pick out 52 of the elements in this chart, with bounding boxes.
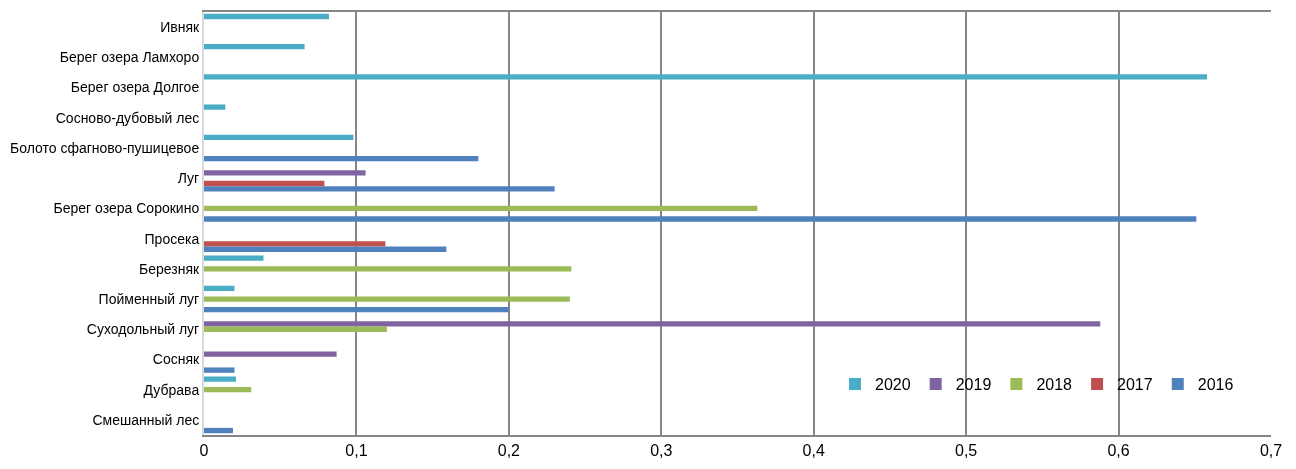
y-tick-label: Болото сфагново-пушицевое (10, 139, 200, 156)
legend-label: 2018 (1036, 376, 1073, 394)
x-tick-label: 0,4 (802, 442, 825, 460)
bar (204, 387, 252, 393)
bar (204, 74, 1207, 80)
y-tick-label: Березняк (139, 260, 201, 277)
x-tick-label: 0,7 (1259, 442, 1283, 460)
bar (204, 266, 572, 272)
y-tick-label: Берег озера Долгое (70, 79, 200, 96)
y-tick-label: Берег озера Сорокино (53, 200, 200, 217)
bar (204, 285, 235, 292)
bar (204, 367, 235, 373)
y-tick-label: Суходольный луг (86, 321, 200, 338)
bar (204, 255, 264, 261)
y-tick-label: Берег озера Ламхоро (59, 49, 200, 66)
bar (204, 296, 570, 302)
bar (204, 241, 386, 247)
bar (204, 376, 237, 382)
bar (204, 246, 447, 252)
x-tick-label: 0,6 (1107, 442, 1130, 460)
bar (204, 351, 337, 357)
bar (204, 427, 233, 434)
y-tick-label: Луг (177, 170, 200, 187)
legend-label: 2020 (874, 376, 911, 394)
bar (204, 186, 555, 192)
legend-label: 2016 (1197, 376, 1234, 394)
bar (204, 155, 479, 162)
y-tick-label: Сосново-дубовый лес (55, 109, 200, 126)
bar (204, 321, 1101, 327)
bar (204, 205, 758, 212)
y-tick-label: Просека (144, 230, 200, 247)
bar (204, 44, 305, 50)
bar (204, 180, 325, 187)
y-tick-label: Смешанный лес (92, 411, 200, 428)
bar (204, 104, 226, 110)
legend-label: 2019 (955, 376, 992, 394)
x-tick-label: 0,3 (650, 442, 673, 460)
y-tick-label: Дубрава (143, 381, 200, 398)
x-tick-label: 0 (199, 442, 209, 460)
bar (204, 13, 329, 20)
bar (204, 307, 509, 313)
x-tick-label: 0,1 (345, 442, 368, 460)
bar (204, 326, 387, 332)
bar (204, 170, 366, 176)
legend-label: 2017 (1117, 376, 1153, 394)
y-tick-label: Ивняк (160, 19, 201, 36)
bar (204, 216, 1197, 222)
y-tick-label: Сосняк (152, 351, 201, 368)
y-tick-label: Пойменный луг (98, 290, 200, 307)
bar (204, 134, 354, 140)
x-tick-label: 0,5 (955, 442, 978, 460)
x-tick-label: 0,2 (497, 442, 521, 460)
